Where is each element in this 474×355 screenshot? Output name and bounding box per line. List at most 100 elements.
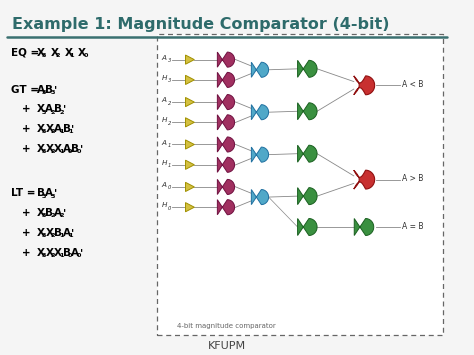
Text: A < B: A < B: [402, 80, 423, 89]
Text: +: +: [11, 248, 34, 258]
Text: GT =: GT =: [11, 84, 42, 95]
Text: ': ': [71, 228, 74, 238]
Text: EQ =: EQ =: [11, 48, 43, 58]
Text: X: X: [36, 228, 45, 238]
Text: A: A: [54, 124, 62, 134]
Text: 0: 0: [167, 185, 171, 190]
Text: 3: 3: [42, 110, 46, 115]
Text: 1: 1: [59, 149, 64, 154]
Polygon shape: [185, 140, 194, 149]
Text: 1: 1: [70, 53, 74, 58]
Text: 2: 2: [167, 121, 171, 126]
Text: 1: 1: [59, 130, 64, 135]
Text: A: A: [36, 84, 45, 95]
Text: 4-bit magnitude comparator: 4-bit magnitude comparator: [177, 323, 276, 329]
Text: A: A: [162, 97, 166, 103]
Polygon shape: [185, 118, 194, 127]
Text: X: X: [54, 248, 62, 258]
Polygon shape: [354, 219, 374, 235]
Text: 2: 2: [51, 253, 55, 258]
Text: A: A: [63, 144, 71, 154]
Text: A: A: [162, 140, 166, 146]
Text: H: H: [162, 118, 167, 124]
Text: 2: 2: [59, 110, 64, 115]
Polygon shape: [251, 105, 269, 120]
Text: A: A: [63, 228, 71, 238]
Polygon shape: [185, 160, 194, 169]
Text: 1: 1: [59, 253, 64, 258]
Text: X: X: [46, 124, 54, 134]
Text: X: X: [36, 248, 45, 258]
Text: 3: 3: [42, 53, 46, 58]
Text: Example 1: Magnitude Comparator (4-bit): Example 1: Magnitude Comparator (4-bit): [12, 17, 390, 32]
Polygon shape: [218, 72, 235, 87]
Polygon shape: [218, 200, 235, 215]
Text: +: +: [11, 124, 34, 134]
Text: H: H: [162, 160, 167, 166]
Text: A > B: A > B: [402, 174, 423, 183]
Text: 2: 2: [51, 149, 55, 154]
Text: ': ': [80, 144, 83, 154]
Polygon shape: [185, 203, 194, 212]
Text: ': ': [54, 189, 57, 198]
Text: B: B: [63, 248, 71, 258]
Text: X: X: [64, 48, 73, 58]
Polygon shape: [185, 75, 194, 84]
Text: 2: 2: [51, 110, 55, 115]
Text: X: X: [46, 144, 54, 154]
Text: A: A: [46, 189, 54, 198]
Text: 3: 3: [42, 130, 46, 135]
Text: 0: 0: [83, 53, 88, 58]
Text: ': ': [71, 124, 74, 134]
Text: 1: 1: [68, 130, 73, 135]
Text: ': ': [63, 104, 66, 114]
Text: 3: 3: [42, 90, 46, 95]
Text: ': ': [80, 248, 83, 258]
Text: 0: 0: [167, 206, 171, 211]
Text: 1: 1: [68, 233, 73, 238]
Text: A: A: [54, 208, 62, 218]
Text: X: X: [36, 144, 45, 154]
Polygon shape: [218, 157, 235, 172]
Polygon shape: [218, 52, 235, 67]
Text: +: +: [11, 208, 34, 218]
Polygon shape: [218, 94, 235, 110]
Text: X: X: [51, 48, 59, 58]
Text: 3: 3: [42, 213, 46, 218]
Text: 2: 2: [51, 130, 55, 135]
Text: ': ': [63, 208, 66, 218]
Polygon shape: [251, 147, 269, 162]
Text: 0: 0: [76, 149, 81, 154]
Text: 3: 3: [42, 253, 46, 258]
Text: B: B: [46, 84, 54, 95]
Text: X: X: [46, 248, 54, 258]
Text: B: B: [54, 104, 62, 114]
Text: 1: 1: [59, 233, 64, 238]
Text: 2: 2: [59, 213, 64, 218]
Text: ': ': [54, 84, 57, 95]
Polygon shape: [354, 76, 374, 95]
Text: B: B: [46, 208, 54, 218]
Text: 0: 0: [68, 253, 72, 258]
Text: 2: 2: [51, 213, 55, 218]
Text: 3: 3: [167, 78, 171, 83]
Polygon shape: [298, 60, 317, 77]
Text: +: +: [11, 104, 34, 114]
Text: X: X: [36, 48, 45, 58]
Text: +: +: [11, 228, 34, 238]
Text: B: B: [71, 144, 79, 154]
Text: X: X: [36, 124, 45, 134]
Text: X: X: [54, 144, 62, 154]
Text: 0: 0: [68, 149, 72, 154]
Polygon shape: [218, 179, 235, 195]
Polygon shape: [251, 190, 269, 204]
Text: B: B: [63, 124, 71, 134]
Polygon shape: [251, 62, 269, 77]
Text: 3: 3: [42, 193, 46, 198]
Text: X: X: [36, 104, 45, 114]
Polygon shape: [218, 137, 235, 152]
Text: A: A: [71, 248, 79, 258]
Polygon shape: [298, 219, 317, 235]
Text: H: H: [162, 202, 167, 208]
Text: B: B: [54, 228, 62, 238]
